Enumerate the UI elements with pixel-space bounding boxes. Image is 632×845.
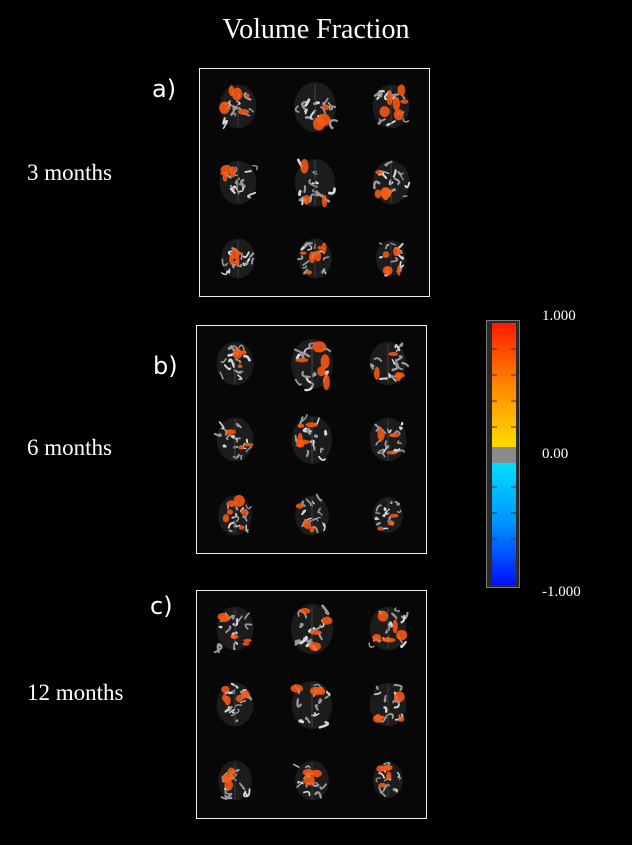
axial-brain-slice-icon — [369, 417, 407, 462]
colorbar-gradient — [492, 323, 516, 585]
figure-title: Volume Fraction — [222, 14, 410, 45]
axial-brain-slice-icon — [372, 160, 411, 205]
colorbar-max-label: 1.000 — [542, 308, 576, 324]
axial-brain-slice-icon — [292, 760, 329, 801]
timepoint-label-6-months: 6 months — [27, 435, 112, 460]
panel-letter-a: a) — [152, 75, 177, 103]
axial-brain-slice-icon — [291, 413, 332, 464]
axial-brain-slice-icon — [293, 81, 338, 132]
axial-brain-slice-icon — [219, 160, 259, 205]
axial-brain-slice-icon — [290, 338, 333, 392]
brain-slice-panel-a — [199, 68, 430, 297]
axial-brain-slice-icon — [369, 341, 409, 386]
brain-slice-panel-b — [196, 325, 427, 554]
timepoint-label-12-months: 12 months — [27, 680, 124, 705]
axial-brain-slice-icon — [218, 760, 252, 801]
axial-brain-slice-icon — [213, 606, 254, 654]
axial-brain-slice-icon — [219, 84, 257, 130]
panel-letter-c: c) — [150, 592, 173, 620]
panel-letter-b: b) — [153, 352, 178, 380]
axial-brain-slice-icon — [375, 240, 406, 277]
brain-slice-panel-c — [196, 590, 427, 819]
colorbar-mid-label: 0.00 — [542, 446, 569, 462]
axial-brain-slice-icon — [221, 238, 255, 279]
axial-brain-slice-icon — [294, 158, 336, 207]
axial-brain-slice-icon — [216, 341, 254, 386]
axial-brain-slice-icon — [216, 682, 254, 727]
colorbar — [486, 320, 520, 588]
axial-brain-slice-icon — [213, 417, 254, 462]
axial-brain-slice-icon — [290, 603, 333, 654]
axial-brain-slice-icon — [372, 84, 410, 129]
colorbar-min-label: -1.000 — [542, 584, 581, 600]
axial-brain-slice-icon — [218, 494, 253, 536]
axial-brain-slice-icon — [290, 680, 332, 729]
axial-brain-slice-icon — [294, 493, 329, 536]
axial-brain-slice-icon — [368, 606, 409, 651]
axial-brain-slice-icon — [372, 762, 403, 799]
axial-brain-slice-icon — [369, 682, 407, 727]
timepoint-label-3-months: 3 months — [27, 160, 112, 185]
axial-brain-slice-icon — [296, 238, 332, 279]
axial-brain-slice-icon — [372, 497, 403, 534]
